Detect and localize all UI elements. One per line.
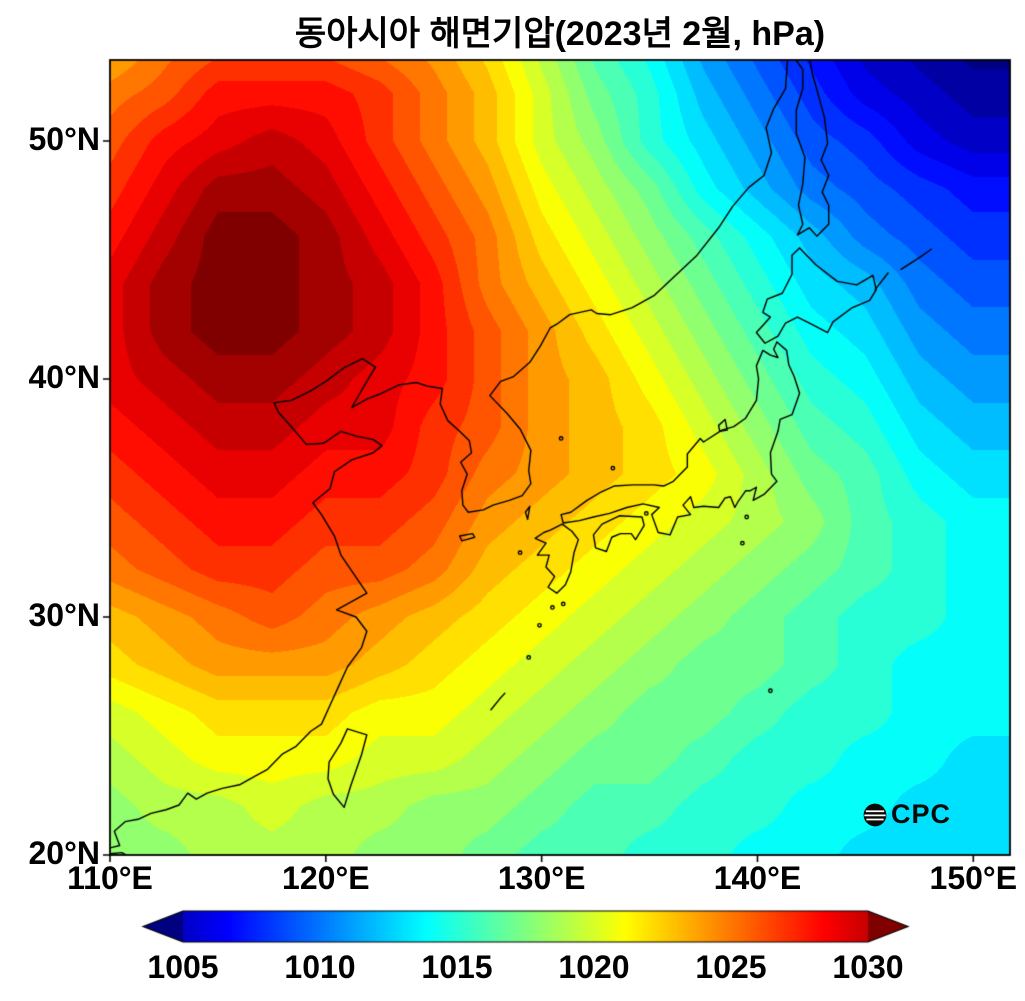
- cpc-logo-icon: [863, 803, 887, 826]
- colorbar-tick-label: 1010: [284, 949, 356, 985]
- colorbar-tick-label: 1005: [147, 949, 219, 985]
- y-axis-tick-label: 30°N: [28, 596, 101, 633]
- cpc-watermark: CPC: [862, 799, 951, 830]
- x-axis-tick-label: 140°E: [713, 860, 802, 896]
- y-axis-tick-label: 40°N: [28, 358, 101, 395]
- x-axis-tick-label: 150°E: [929, 860, 1018, 896]
- x-axis-tick-label: 110°E: [67, 860, 153, 896]
- x-axis-tick-label: 130°E: [497, 860, 586, 896]
- colorbar-tick-label: 1015: [421, 949, 493, 985]
- y-axis-tick-label: 50°N: [28, 120, 101, 157]
- y-axis-tick-label: 20°N: [28, 835, 101, 871]
- chart-title: 동아시아 해면기압(2023년 2월, hPa): [294, 15, 826, 53]
- colorbar-tick-label: 1025: [695, 949, 767, 985]
- colorbar-tick-label: 1030: [832, 949, 904, 985]
- colorbar-tick-label: 1020: [558, 949, 630, 985]
- x-axis-tick-label: 120°E: [282, 860, 370, 896]
- cpc-watermark-text: CPC: [891, 799, 952, 829]
